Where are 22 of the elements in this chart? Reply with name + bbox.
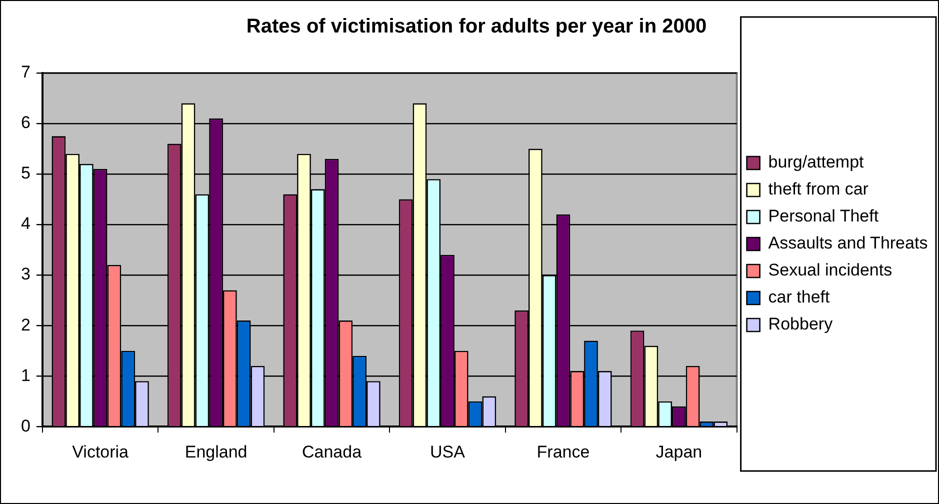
legend-label: Assaults and Threats <box>768 234 928 253</box>
x-tick-label: USA <box>430 442 466 462</box>
legend-label: Personal Theft <box>768 206 879 226</box>
legend-label: theft from car <box>768 180 869 199</box>
legend-label: Sexual incidents <box>768 260 892 280</box>
y-tick-label: 2 <box>20 315 30 334</box>
y-tick-label: 5 <box>20 164 30 183</box>
y-tick-label: 1 <box>20 366 30 385</box>
x-tick-label: Canada <box>302 442 362 462</box>
y-tick-label: 7 <box>20 62 30 82</box>
y-tick-label: 4 <box>20 214 30 234</box>
chart-title: Rates of victimisation for adults per year in 2000 <box>246 16 707 38</box>
y-tick-label: 6 <box>20 113 30 132</box>
x-tick-label: Victoria <box>72 442 130 462</box>
x-tick-label: Japan <box>656 442 702 462</box>
legend-label: burg/attempt <box>768 152 864 172</box>
x-tick-label: England <box>184 442 248 462</box>
legend-label: car theft <box>768 288 830 307</box>
legend-label: Robbery <box>768 314 834 334</box>
y-tick-label: 3 <box>20 264 30 284</box>
y-tick-label: 0 <box>20 416 30 436</box>
x-tick-label: France <box>536 442 590 462</box>
